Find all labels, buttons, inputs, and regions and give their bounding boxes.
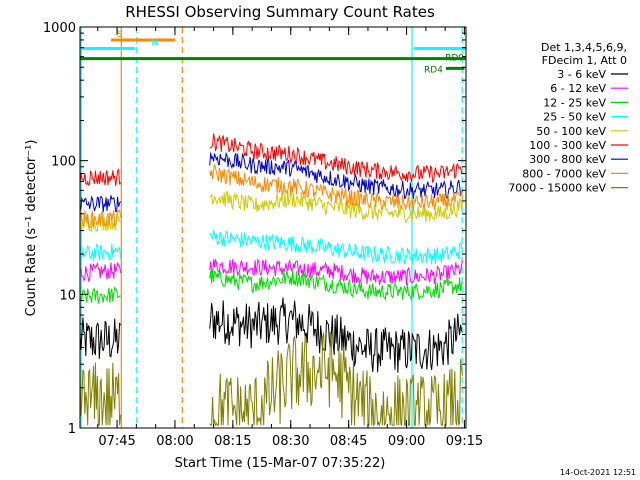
series-trace <box>79 286 121 304</box>
x-tick-label: 08:00 <box>156 434 193 449</box>
series-trace <box>209 257 463 286</box>
chart-title: RHESSI Observing Summary Count Rates <box>125 3 435 21</box>
y-tick-label: 100 <box>51 155 76 170</box>
y-axis-label: Count Rate (s⁻¹ detector⁻¹) <box>24 140 39 317</box>
state-bar-label: RD4 <box>424 65 443 75</box>
series-trace <box>209 268 463 302</box>
series-trace <box>209 229 463 265</box>
state-bar-label: N <box>151 39 158 49</box>
y-tick-label: 10 <box>59 288 76 303</box>
x-tick-label: 08:30 <box>272 434 309 449</box>
series-trace <box>79 212 121 232</box>
x-tick-label: 08:15 <box>214 434 251 449</box>
vertical-marker-lines <box>80 27 463 428</box>
x-axis-label: Start Time (15-Mar-07 07:35:22) <box>175 456 386 471</box>
legend-entry-label: 6 - 12 keV <box>550 82 606 95</box>
x-tick-label: 07:45 <box>98 434 135 449</box>
series-traces <box>79 133 463 427</box>
legend-entry-label: 100 - 300 keV <box>529 139 606 152</box>
series-trace <box>79 261 121 283</box>
y-axis-ticks: 1 10 100 1000 <box>43 21 466 437</box>
legend-entry-label: 50 - 100 keV <box>536 125 606 138</box>
x-tick-label: 09:00 <box>388 434 425 449</box>
series-trace <box>79 362 121 426</box>
series-trace <box>209 133 463 184</box>
series-trace <box>79 243 121 262</box>
legend-entry-label: 12 - 25 keV <box>543 96 606 109</box>
series-trace <box>79 195 121 213</box>
state-bar-label: RD0 <box>445 54 464 64</box>
legend-entry-label: 300 - 800 keV <box>529 153 606 166</box>
plot-frame <box>79 26 467 429</box>
legend-header-line-2: FDecim 1, Att 0 <box>542 54 627 67</box>
x-axis-ticks: 07:45 08:00 08:15 08:30 08:45 09:00 09:15 <box>97 27 483 449</box>
series-trace <box>209 297 463 373</box>
legend-entry-label: 7000 - 15000 keV <box>508 182 606 195</box>
y-tick-label: 1000 <box>43 21 76 36</box>
state-bar-label: S <box>117 30 123 40</box>
legend-entry-label: 25 - 50 keV <box>543 111 606 124</box>
legend-entry-label: 800 - 7000 keV <box>522 167 606 180</box>
x-tick-label: 08:45 <box>330 434 367 449</box>
series-trace <box>209 190 463 223</box>
x-tick-label: 09:15 <box>446 434 483 449</box>
series-trace <box>79 317 121 359</box>
series-trace <box>79 168 121 187</box>
y-tick-label: 1 <box>68 422 76 437</box>
series-trace <box>79 209 121 230</box>
legend-header-line-1: Det 1,3,4,5,6,9, <box>541 41 627 54</box>
legend: Det 1,3,4,5,6,9, FDecim 1, Att 0 3 - 6 k… <box>508 41 628 195</box>
timestamp: 14-Oct-2021 12:51 <box>560 468 636 477</box>
series-trace <box>209 151 463 200</box>
series-trace <box>209 331 463 427</box>
series-trace <box>209 163 463 211</box>
legend-entry-label: 3 - 6 keV <box>557 68 606 81</box>
